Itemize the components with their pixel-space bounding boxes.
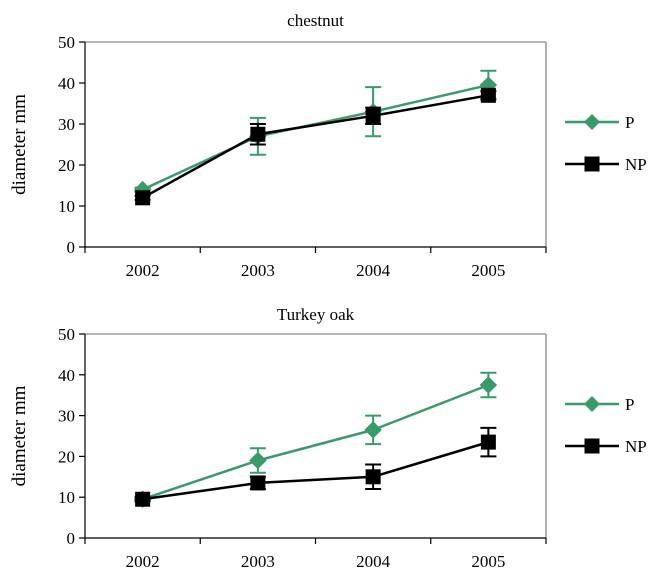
y-tick-label: 0 (67, 529, 76, 548)
series-np (134, 87, 497, 206)
y-tick-label: 30 (58, 115, 75, 134)
data-point-marker (250, 475, 266, 491)
y-tick-label: 10 (58, 488, 75, 507)
data-point-marker (249, 451, 267, 470)
chart-panel-1: chestnut diameter mm 0 10 20 30 40 50 2002 2003 20… (9, 11, 647, 280)
x-tick-label: 2004 (356, 261, 391, 280)
data-point-marker (480, 434, 496, 450)
x-tick-label: 2003 (241, 261, 275, 280)
legend-entry-np: NP (565, 437, 647, 456)
series-line (142, 83, 489, 191)
data-point-marker (364, 421, 382, 439)
legend-entry-p: P (565, 113, 634, 132)
series-line (142, 383, 489, 501)
legend-marker (584, 438, 600, 454)
legend-label: NP (625, 437, 647, 456)
legend-label: P (625, 113, 634, 132)
y-tick-label: 10 (58, 197, 75, 216)
data-point-marker (135, 190, 151, 206)
legend-label: P (625, 395, 634, 414)
y-tick-label: 30 (58, 407, 75, 426)
y-tick-label: 50 (58, 33, 75, 52)
data-point-marker (480, 87, 496, 103)
legend-entry-np: NP (565, 155, 647, 174)
chart-title: chestnut (287, 11, 344, 30)
y-tick-label: 20 (58, 156, 75, 175)
x-tick-label: 2002 (126, 261, 160, 280)
y-tick-label: 0 (67, 238, 76, 257)
chart-title: Turkey oak (277, 305, 355, 324)
x-tick-label: 2002 (126, 552, 160, 569)
data-point-marker (479, 376, 498, 394)
legend-label: NP (625, 155, 647, 174)
x-tick-label: 2005 (471, 261, 505, 280)
legend-marker (584, 156, 600, 172)
x-tick-label: 2004 (356, 552, 391, 569)
data-point-marker (250, 126, 266, 142)
y-tick-label: 40 (58, 74, 75, 93)
x-tick-label: 2005 (471, 552, 505, 569)
y-tick-label: 20 (58, 447, 75, 466)
data-point-marker (365, 469, 381, 485)
legend-entry-p: P (565, 395, 634, 414)
y-tick-label: 40 (58, 366, 75, 385)
legend-marker (584, 396, 600, 412)
series-line (142, 94, 489, 199)
series-np (134, 426, 497, 507)
y-tick-label: 50 (58, 325, 75, 344)
chart-panel-2: Turkey oak diameter mm 0 10 20 30 40 50 2002 2003… (9, 305, 647, 571)
x-tick-label: 2003 (241, 552, 275, 569)
series-p (133, 69, 498, 199)
y-axis-label: diameter mm (9, 94, 30, 195)
series-p (133, 371, 498, 508)
data-point-marker (365, 108, 381, 124)
y-axis-label: diameter mm (9, 385, 30, 486)
data-point-marker (135, 491, 151, 507)
series-line (142, 440, 489, 501)
legend-marker (584, 114, 600, 130)
